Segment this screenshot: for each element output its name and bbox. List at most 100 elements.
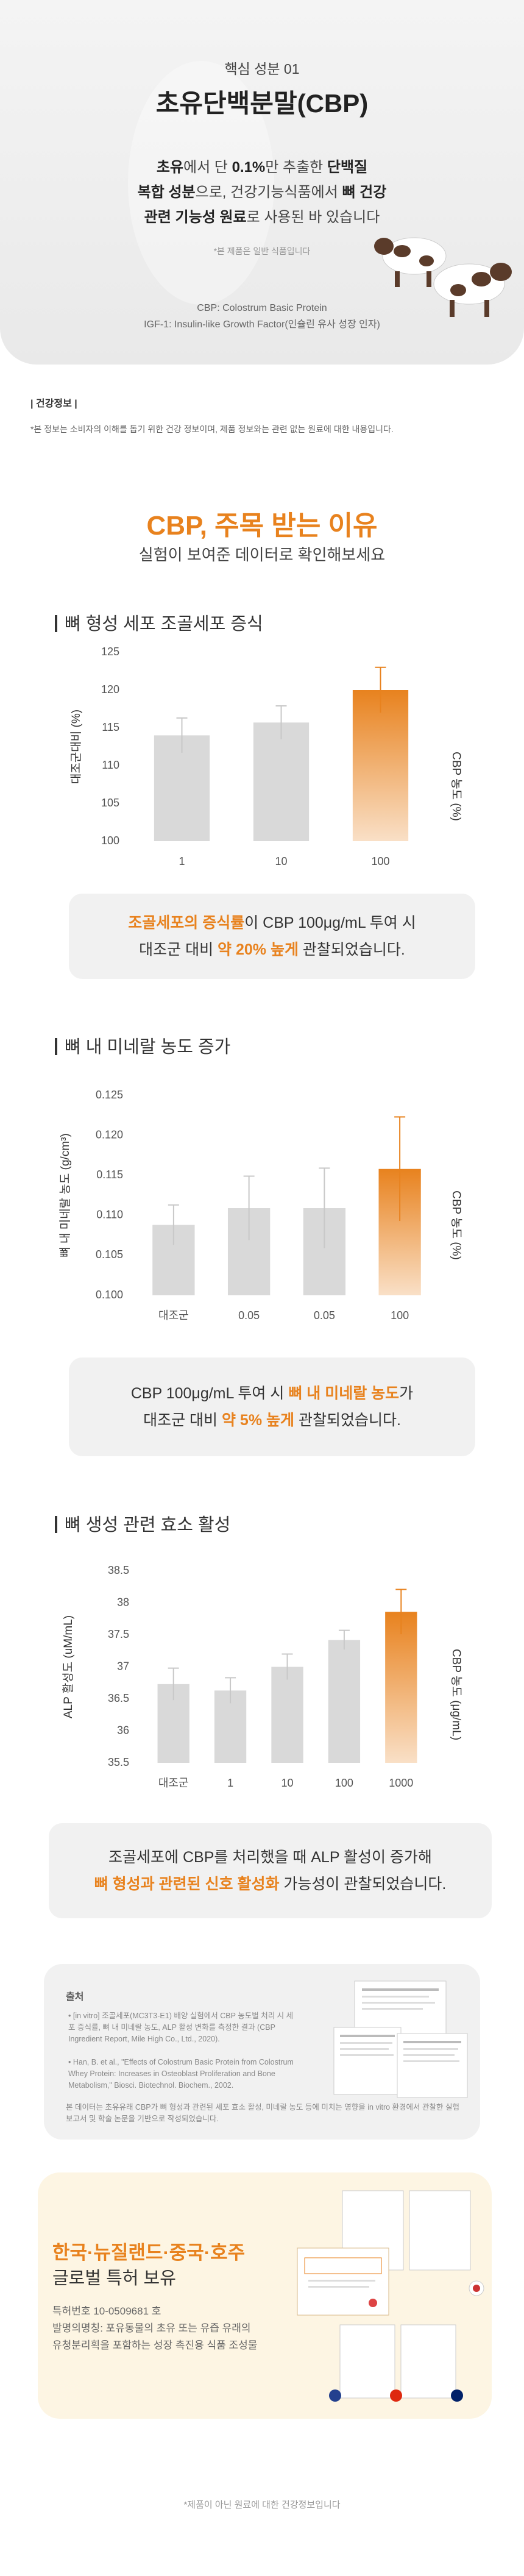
x-axis-label: CBP 농도 (%) — [450, 1190, 463, 1260]
text-segment: 약 20% 높게 — [218, 941, 299, 958]
y-tick-label: 0.125 — [96, 1089, 123, 1101]
references: 출처 • [in vitro] 조골세포(MC3T3-E1) 배양 실험에서 C… — [44, 1964, 480, 2140]
glass-shape — [128, 61, 274, 305]
text-segment: 뼈 내 미네랄 농도 — [288, 1385, 400, 1402]
text-segment: 가능성이 관찰되었습니다. — [279, 1876, 447, 1893]
text-segment: CBP 100μg/mL 투여 시 — [130, 1385, 289, 1402]
glossary-item: CBP: Colostrum Basic Protein — [197, 303, 327, 313]
patent-countries: 한국·뉴질랜드·중국·호주 — [52, 2242, 246, 2263]
references-note: 본 데이터는 초유유래 CBP가 뼈 형성과 관련된 세포 효소 활성, 미네랄… — [66, 2103, 460, 2123]
text-segment: 조골세포의 증식률 — [128, 914, 245, 931]
y-tick-label: 110 — [102, 759, 119, 771]
section-subtitle: 실험이 보여준 데이터로 확인해보세요 — [138, 546, 386, 564]
text-segment: 에서 단 — [183, 159, 232, 176]
y-axis-label: 뼈 내 미네랄 농도 (g/cm³) — [58, 1133, 72, 1258]
text-segment: 대조군 대비 — [143, 1412, 222, 1429]
references-title: 출처 — [66, 1992, 84, 2002]
chart-title: 뼈 내 미네랄 농도 증가 — [55, 1033, 230, 1058]
y-tick-label: 100 — [101, 834, 119, 847]
health-info-label: | 건강정보 | — [30, 399, 77, 409]
hero-note: *본 제품은 일반 식품입니다 — [213, 246, 311, 256]
bar — [328, 1640, 361, 1763]
bar — [253, 722, 310, 841]
y-tick-label: 125 — [101, 646, 119, 658]
x-axis-label: CBP 농도 (%) — [450, 752, 463, 821]
y-tick-label: 120 — [101, 683, 119, 696]
text-line: 대조군 대비 약 5% 높게 관찰되었습니다. — [143, 1407, 401, 1434]
patent: 한국·뉴질랜드·중국·호주 글로벌 특허 보유 특허번호 10-0509681 … — [38, 2172, 492, 2419]
hero-illustration — [128, 61, 512, 317]
text-segment: 조골세포에 CBP를 처리했을 때 ALP 활성이 증가해 — [108, 1849, 432, 1866]
y-tick-label: 37 — [117, 1660, 129, 1672]
chart-title-text: 뼈 내 미네랄 농도 증가 — [65, 1037, 231, 1057]
y-tick-label: 35.5 — [108, 1756, 129, 1768]
x-tick-label: 1 — [179, 855, 185, 867]
text-line: 조골세포의 증식률이 CBP 100μg/mL 투여 시 — [128, 909, 416, 936]
x-tick-label: 대조군 — [158, 1777, 189, 1789]
bar — [154, 735, 210, 841]
x-tick-label: 10 — [281, 1777, 293, 1789]
x-tick-label: 대조군 — [158, 1309, 189, 1322]
y-axis-label: ALP 활성도 (uM/mL) — [62, 1615, 75, 1718]
patent-detail: 특허번호 10-0509681 호 — [52, 2305, 161, 2317]
text-segment: 로 사용된 바 있습니다 — [246, 209, 380, 226]
health-info-note: *본 정보는 소비자의 이해를 돕기 위한 건강 정보이며, 제품 정보와는 관… — [30, 424, 394, 434]
bar — [271, 1667, 303, 1763]
text-segment: 복합 성분 — [137, 184, 196, 201]
hero: 핵심 성분 01 초유단백분말(CBP) 초유에서 단 0.1%만 추출한 단백… — [0, 0, 524, 365]
bar — [385, 1612, 417, 1763]
chart-title-text: 뼈 형성 세포 조골세포 증식 — [65, 614, 263, 634]
x-tick-label: 0.05 — [238, 1309, 260, 1322]
text-segment: 관찰되었습니다. — [294, 1412, 401, 1429]
reference-item: • [in vitro] 조골세포(MC3T3-E1) 배양 실험에서 CBP … — [68, 2012, 294, 2043]
document-thumbnails — [333, 1980, 468, 2098]
reference-item: • Han, B. et al., "Effects of Colostrum … — [68, 2058, 294, 2090]
text-segment: 대조군 대비 — [139, 941, 218, 958]
text-segment: 단백질 — [327, 159, 368, 176]
text-line: 조골세포에 CBP를 처리했을 때 ALP 활성이 증가해 — [108, 1844, 432, 1871]
glossary-item: IGF-1: Insulin-like Growth Factor(인슐린 유사… — [144, 319, 380, 330]
text-line: 대조군 대비 약 20% 높게 관찰되었습니다. — [139, 936, 405, 963]
hero-copy: 초유에서 단 0.1%만 추출한 단백질 복합 성분으로, 건강기능식품에서 뼈 … — [0, 155, 524, 230]
y-tick-label: 37.5 — [108, 1628, 129, 1640]
y-tick-label: 38.5 — [108, 1564, 129, 1576]
y-tick-label: 105 — [101, 797, 119, 809]
text-line: 뼈 형성과 관련된 신호 활성화 가능성이 관찰되었습니다. — [94, 1871, 447, 1898]
text-segment: 관련 기능성 원료 — [144, 209, 247, 226]
reference-text: [in vitro] 조골세포(MC3T3-E1) 배양 실험에서 CBP 농도… — [68, 2012, 294, 2043]
text-segment: 약 5% 높게 — [221, 1412, 295, 1429]
patent-details: 특허번호 10-0509681 호 발명의명칭: 포유동물의 초유 또는 유즙 … — [52, 2303, 257, 2354]
patent-certificates — [297, 2190, 484, 2402]
text-segment: 관찰되었습니다. — [298, 941, 405, 958]
x-tick-label: 1000 — [389, 1777, 413, 1789]
x-tick-label: 100 — [335, 1777, 353, 1789]
chart-title: 뼈 형성 세포 조골세포 증식 — [55, 610, 263, 635]
text-line: 관련 기능성 원료로 사용된 바 있습니다 — [0, 205, 524, 230]
text-segment: 으로, 건강기능식품에서 — [195, 184, 342, 201]
y-tick-label: 0.120 — [96, 1128, 123, 1140]
text-segment: 뼈 형성과 관련된 신호 활성화 — [94, 1876, 280, 1893]
x-tick-label: 100 — [371, 855, 389, 867]
chart-title-text: 뼈 생성 관련 효소 활성 — [65, 1515, 231, 1535]
y-tick-label: 0.115 — [96, 1169, 123, 1181]
patent-title: 글로벌 특허 보유 — [52, 2269, 176, 2288]
callout: 조골세포의 증식률이 CBP 100μg/mL 투여 시 대조군 대비 약 20%… — [69, 894, 475, 979]
y-tick-label: 38 — [117, 1596, 129, 1608]
hero-title: 초유단백분말(CBP) — [155, 89, 369, 118]
y-tick-label: 0.105 — [96, 1248, 123, 1261]
y-tick-label: 36.5 — [108, 1692, 129, 1704]
text-line: 초유에서 단 0.1%만 추출한 단백질 — [0, 155, 524, 180]
callout: CBP 100μg/mL 투여 시 뼈 내 미네랄 농도가 대조군 대비 약 5%… — [69, 1357, 475, 1456]
y-axis-label: 대조군대비 (%) — [69, 710, 83, 784]
y-tick-label: 0.100 — [96, 1289, 123, 1301]
text-segment: 0.1% — [232, 159, 266, 176]
y-tick-label: 36 — [117, 1724, 129, 1736]
bar — [352, 690, 409, 841]
eyebrow: 핵심 성분 01 — [224, 61, 300, 77]
patent-detail: 발명의명칭: 포유동물의 초유 또는 유즙 유래의 — [52, 2322, 251, 2334]
text-segment: 이 CBP 100μg/mL 투여 시 — [244, 914, 416, 931]
chart-title: 뼈 생성 관련 효소 활성 — [55, 1510, 230, 1536]
